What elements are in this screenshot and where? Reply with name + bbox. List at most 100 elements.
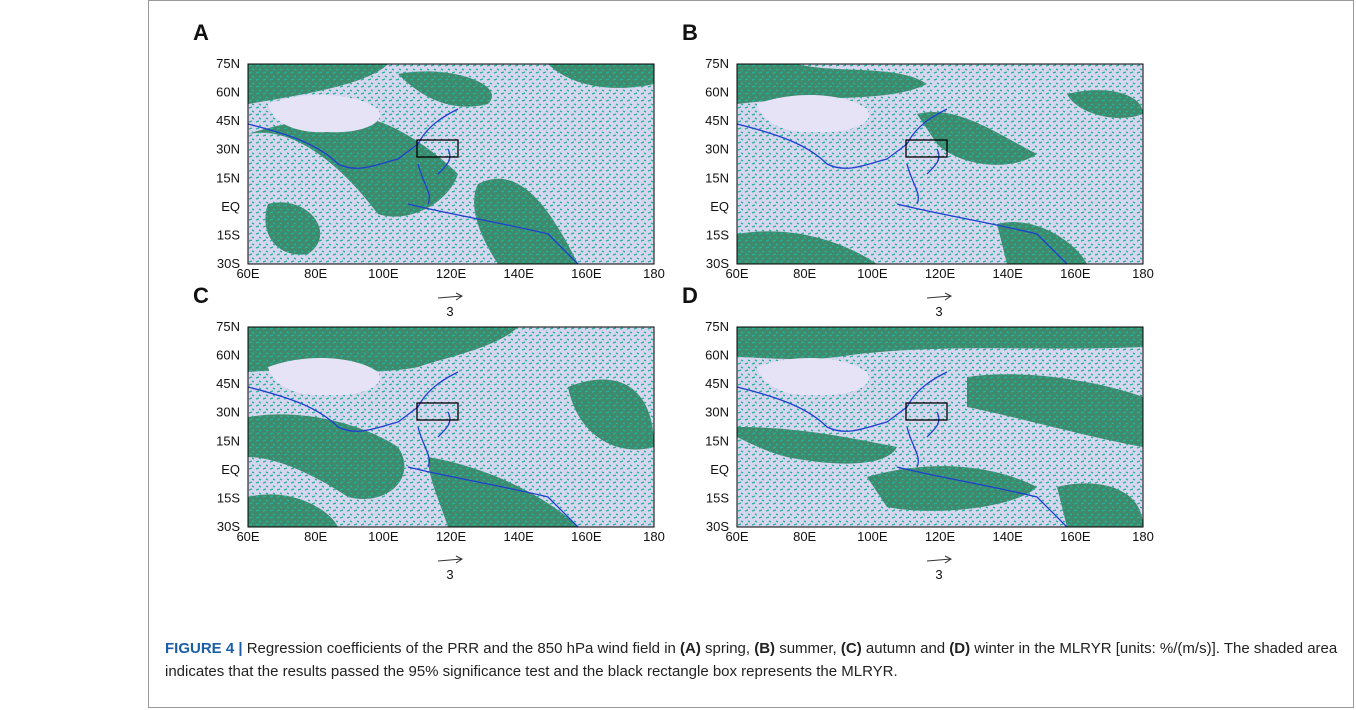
reference-arrow (437, 292, 463, 301)
x-tick-label: 80E (304, 529, 327, 544)
x-tick-label: 80E (304, 266, 327, 281)
caption-text: (B) (754, 640, 776, 657)
caption-text: (A) (680, 640, 701, 657)
panel-label: D (682, 283, 698, 308)
reference-label: 3 (446, 304, 453, 319)
panel-label: A (193, 20, 209, 45)
y-tick-label: 30N (705, 405, 729, 420)
figure-frame (148, 0, 1354, 708)
y-tick-label: EQ (221, 462, 240, 477)
mlryr-box (905, 139, 948, 158)
x-tick-label: 180 (1132, 529, 1154, 544)
map-border (736, 326, 1144, 528)
coastline (247, 371, 579, 528)
reference-arrow (437, 555, 463, 564)
caption-text: Regression coefficients of the PRR and t… (242, 640, 681, 657)
y-tick-label: 30S (706, 519, 729, 534)
x-tick-label: 140E (503, 529, 534, 544)
y-tick-label: 15S (706, 227, 729, 242)
reference-arrow (926, 555, 952, 564)
x-tick-label: 60E (725, 266, 748, 281)
x-tick-label: 160E (571, 266, 602, 281)
x-tick-label: 60E (725, 529, 748, 544)
y-tick-label: 30N (705, 142, 729, 157)
y-tick-label: EQ (710, 462, 729, 477)
x-tick-label: 60E (236, 266, 259, 281)
y-tick-label: 15S (706, 490, 729, 505)
wind-vectors (248, 64, 654, 264)
y-tick-label: 75N (216, 319, 240, 334)
y-tick-label: 60N (216, 85, 240, 100)
x-tick-label: 160E (1060, 266, 1091, 281)
y-tick-label: 60N (705, 85, 729, 100)
x-tick-label: 140E (992, 529, 1023, 544)
y-tick-label: 75N (705, 56, 729, 71)
x-tick-label: 140E (992, 266, 1023, 281)
mlryr-box (416, 402, 459, 421)
panel-label: C (193, 283, 209, 308)
caption-text: summer, (775, 640, 841, 657)
y-tick-label: 15N (705, 433, 729, 448)
y-tick-label: 30N (216, 405, 240, 420)
x-tick-label: 120E (436, 529, 467, 544)
coastline (736, 108, 1068, 265)
map-border (736, 63, 1144, 265)
y-tick-label: 15N (705, 170, 729, 185)
x-tick-label: 80E (793, 529, 816, 544)
y-tick-label: 30S (217, 519, 240, 534)
plateau (757, 94, 869, 133)
x-tick-label: 140E (503, 266, 534, 281)
y-tick-label: 75N (216, 56, 240, 71)
x-tick-label: 80E (793, 266, 816, 281)
map-border (247, 63, 655, 265)
mlryr-box (416, 139, 459, 158)
y-tick-label: 45N (705, 376, 729, 391)
x-tick-label: 100E (368, 529, 399, 544)
figure-label: FIGURE 4 | (165, 640, 243, 657)
y-tick-label: EQ (710, 199, 729, 214)
y-tick-label: 60N (216, 348, 240, 363)
wind-vectors (737, 64, 1143, 264)
y-tick-label: 15S (217, 227, 240, 242)
reference-label: 3 (935, 304, 942, 319)
x-tick-label: 120E (925, 529, 956, 544)
panel-label: B (682, 20, 698, 45)
x-tick-label: 180 (1132, 266, 1154, 281)
y-tick-label: 15N (216, 170, 240, 185)
caption: FIGURE 4 | Regression coefficients of th… (165, 637, 1340, 683)
wind-vectors (737, 327, 1143, 527)
coastline (247, 108, 579, 265)
y-tick-label: 45N (705, 113, 729, 128)
map-border (247, 326, 655, 528)
x-tick-label: 160E (1060, 529, 1091, 544)
y-tick-label: EQ (221, 199, 240, 214)
y-tick-label: 15N (216, 433, 240, 448)
x-tick-label: 180 (643, 266, 665, 281)
x-tick-label: 180 (643, 529, 665, 544)
y-tick-label: 30S (706, 256, 729, 271)
caption-text: winter in the MLRYR [units: %/(m/s)]. Th… (165, 640, 1342, 680)
caption-text: (D) (949, 640, 971, 657)
caption-text: spring, (700, 640, 755, 657)
x-tick-label: 60E (236, 529, 259, 544)
y-tick-label: 75N (705, 319, 729, 334)
plateau (268, 94, 380, 133)
caption-text: autumn and (861, 640, 950, 657)
x-tick-label: 100E (368, 266, 399, 281)
x-tick-label: 100E (857, 266, 888, 281)
y-tick-label: 30S (217, 256, 240, 271)
y-tick-label: 45N (216, 376, 240, 391)
y-tick-label: 60N (705, 348, 729, 363)
y-tick-label: 45N (216, 113, 240, 128)
wind-vectors (248, 327, 654, 527)
coastline (736, 371, 1068, 528)
x-tick-label: 160E (571, 529, 602, 544)
caption-text: (C) (840, 640, 862, 657)
plateau (268, 357, 380, 396)
y-tick-label: 15S (217, 490, 240, 505)
